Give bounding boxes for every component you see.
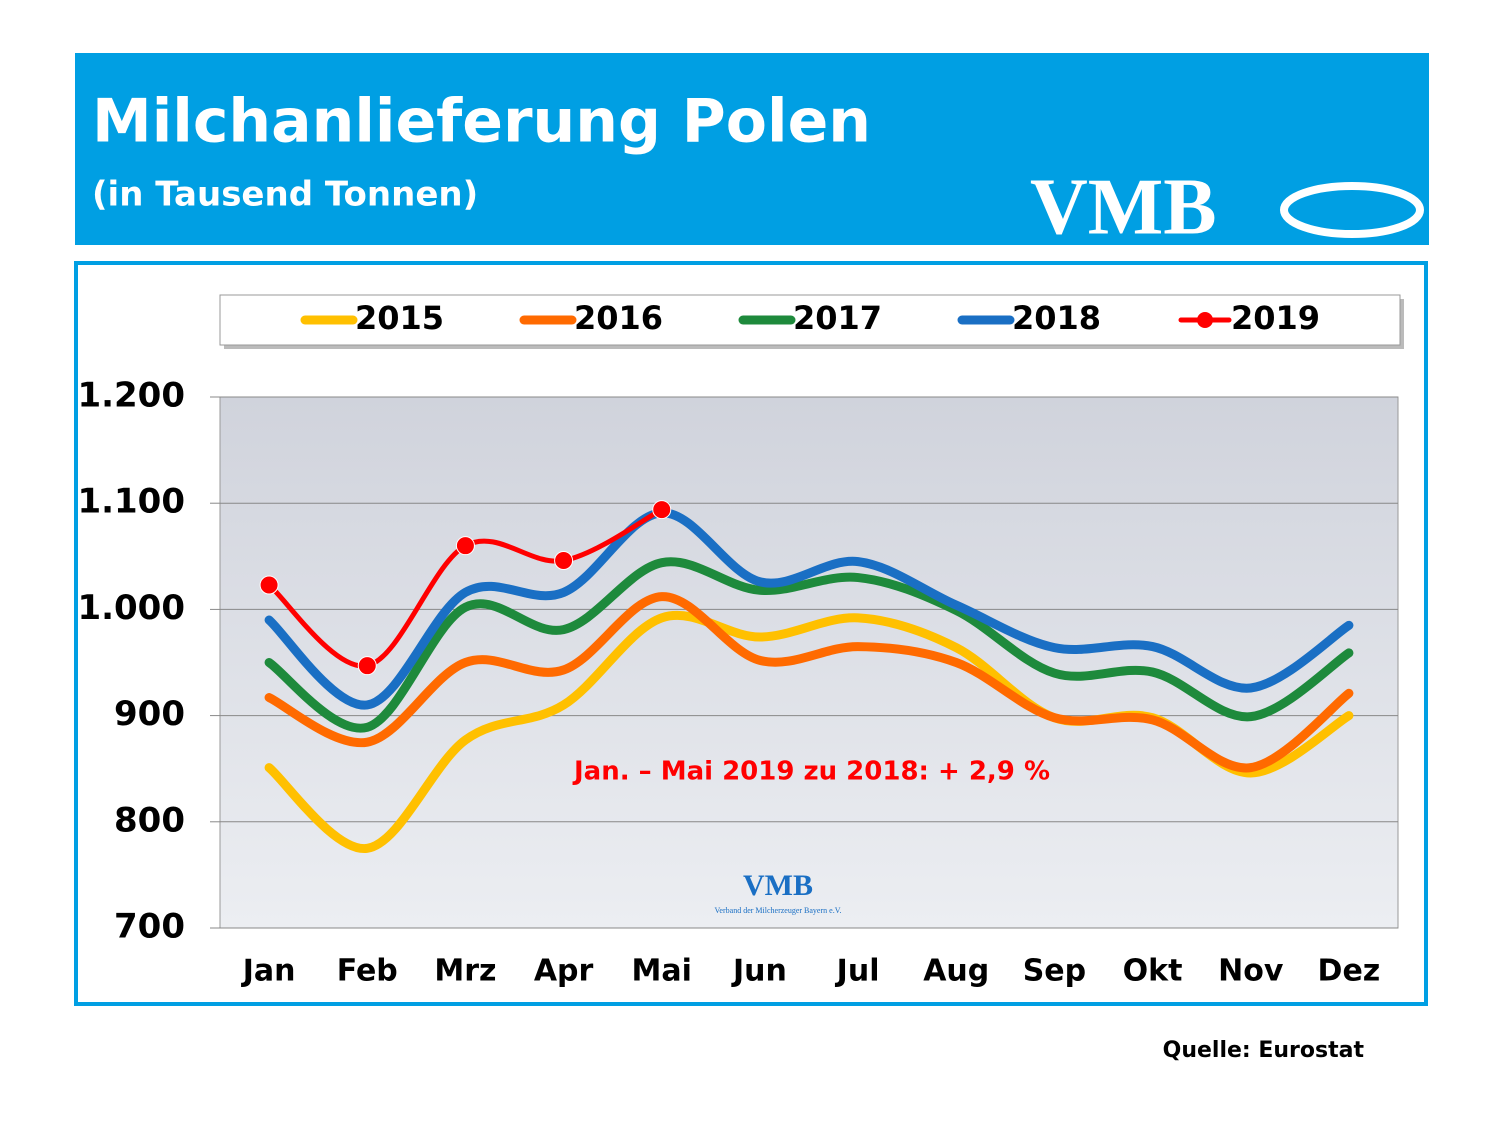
x-tick-label: Mai [632, 954, 692, 989]
chart-title: Milchanlieferung Polen [92, 87, 871, 157]
legend-label: 2019 [1231, 299, 1320, 337]
x-tick-label: Sep [1023, 954, 1086, 989]
legend-label: 2017 [793, 299, 882, 337]
watermark: VMB [743, 869, 813, 902]
legend-label: 2018 [1012, 299, 1101, 337]
series-line [264, 508, 1354, 710]
y-tick-label: 900 [114, 694, 185, 734]
x-tick-label: Dez [1318, 954, 1381, 989]
x-tick-label: Apr [534, 954, 594, 989]
logo: VMB [1030, 163, 1217, 251]
x-tick-label: Nov [1218, 954, 1284, 989]
x-tick-label: Feb [337, 954, 398, 989]
series-line [264, 557, 1354, 733]
series-marker [455, 536, 475, 556]
x-tick-label: Jun [731, 954, 787, 989]
x-tick-label: Aug [923, 954, 989, 989]
chart-subtitle: (in Tausend Tonnen) [92, 175, 478, 215]
watermark-subtitle: Verband der Milcherzeuger Bayern e.V. [715, 906, 842, 915]
y-tick-label: 1.100 [77, 482, 185, 522]
plot-area [219, 396, 1399, 929]
x-tick-label: Mrz [434, 954, 496, 989]
y-tick-label: 800 [114, 800, 185, 840]
source: Quelle: Eurostat [1163, 1038, 1365, 1063]
logo-swoosh [1280, 182, 1424, 238]
header-band [75, 53, 1429, 245]
y-tick-label: 700 [114, 907, 185, 947]
legend-marker [1197, 312, 1213, 328]
legend-label: 2015 [355, 299, 444, 337]
x-tick-label: Jan [241, 954, 296, 989]
legend-label: 2016 [574, 299, 663, 337]
annotation: Jan. – Mai 2019 zu 2018: + 2,9 % [572, 757, 1050, 787]
series-marker [652, 500, 672, 520]
series-marker [357, 656, 377, 676]
x-tick-label: Jul [835, 954, 880, 989]
y-tick-label: 1.000 [77, 588, 185, 628]
series-marker [554, 551, 574, 571]
x-tick-label: Okt [1123, 954, 1183, 989]
series-marker [259, 575, 279, 595]
series-line [264, 592, 1354, 773]
y-tick-label: 1.200 [77, 376, 185, 416]
